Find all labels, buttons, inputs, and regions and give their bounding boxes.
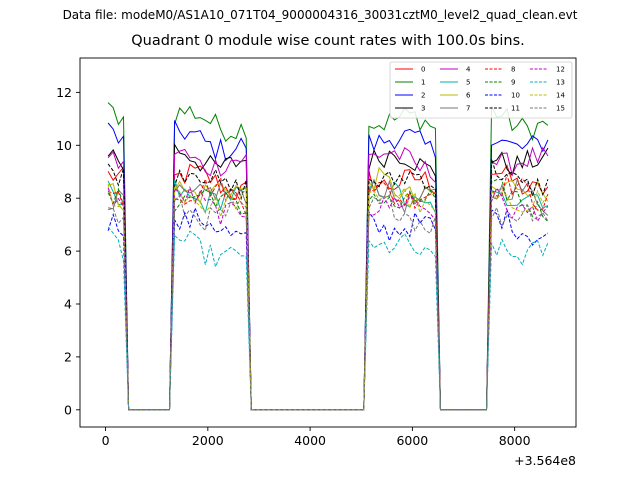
legend-label-6: 6 xyxy=(466,92,471,100)
series-line-15 xyxy=(107,194,549,411)
legend-label-9: 9 xyxy=(511,79,515,87)
legend-label-4: 4 xyxy=(466,66,471,74)
series-line-13 xyxy=(107,226,549,411)
legend-label-8: 8 xyxy=(511,66,515,74)
legend-label-2: 2 xyxy=(421,92,425,100)
x-tick-label: 8000 xyxy=(499,433,531,448)
legend-label-3: 3 xyxy=(421,105,425,113)
legend-label-12: 12 xyxy=(556,66,565,74)
legend-label-1: 1 xyxy=(421,79,425,87)
legend-label-7: 7 xyxy=(466,105,470,113)
x-tick-label: 2000 xyxy=(192,433,224,448)
x-tick-label: 6000 xyxy=(396,433,428,448)
x-tick-label: 4000 xyxy=(294,433,326,448)
legend-box xyxy=(389,61,573,119)
series-lines xyxy=(107,102,549,411)
legend-label-14: 14 xyxy=(556,92,565,100)
y-tick-label: 4 xyxy=(64,297,72,312)
legend-label-0: 0 xyxy=(421,66,425,74)
legend-label-15: 15 xyxy=(556,105,565,113)
y-tick-label: 2 xyxy=(64,349,72,364)
data-file-title: Data file: modeM0/AS1A10_071T04_90000043… xyxy=(62,8,578,22)
legend-label-10: 10 xyxy=(511,92,520,100)
y-tick-label: 8 xyxy=(64,191,72,206)
y-tick-label: 12 xyxy=(56,85,72,100)
y-tick-label: 0 xyxy=(64,402,72,417)
axes-frame xyxy=(79,57,577,428)
y-tick-label: 6 xyxy=(64,244,72,259)
x-tick-label: 0 xyxy=(102,433,110,448)
x-offset-label: +3.564e8 xyxy=(514,453,576,468)
legend-label-5: 5 xyxy=(466,79,470,87)
y-tick-label: 10 xyxy=(56,138,72,153)
chart-title: Quadrant 0 module wise count rates with … xyxy=(131,33,525,49)
legend-label-11: 11 xyxy=(511,105,520,113)
legend-label-13: 13 xyxy=(556,79,565,87)
